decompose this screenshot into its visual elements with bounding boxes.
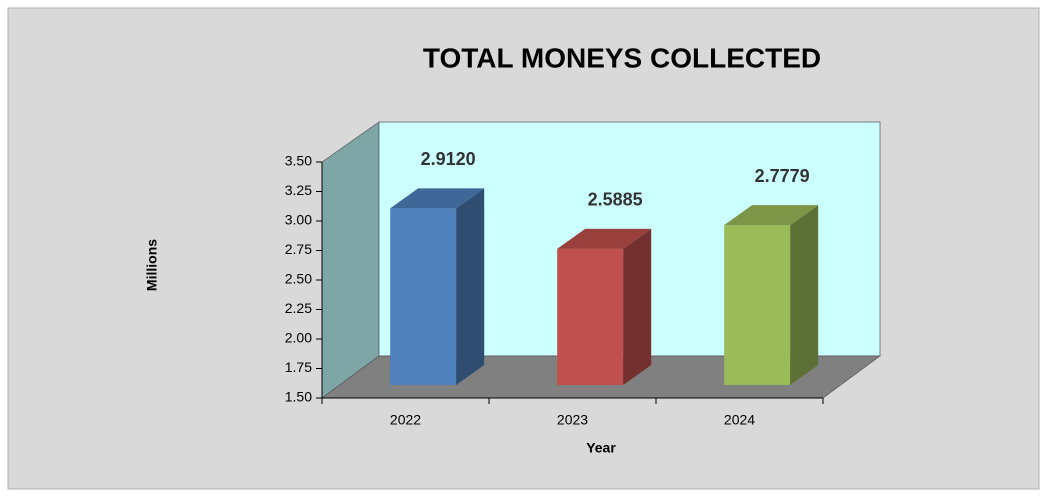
bar-side [790, 205, 819, 385]
bar-side-shade [790, 205, 819, 385]
value-label: 2.5885 [588, 190, 643, 210]
y-tick-label: 1.75 [285, 359, 312, 375]
bar-top-shade [724, 205, 819, 226]
y-tick-label: 3.00 [285, 212, 312, 228]
bar-side-shade [623, 228, 652, 385]
y-axis-label: Millions [144, 239, 160, 291]
value-label: 2.9120 [421, 149, 476, 169]
y-tick-label: 3.25 [285, 182, 312, 198]
value-label: 2.7779 [755, 166, 810, 186]
y-tick-label: 2.25 [285, 300, 312, 316]
bar-top [724, 205, 819, 226]
y-tick-label: 2.00 [285, 330, 312, 346]
chart-title: TOTAL MONEYS COLLECTED [423, 42, 821, 73]
bar-front [390, 208, 457, 385]
y-tick-label: 2.50 [285, 271, 312, 287]
x-axis-label: Year [586, 440, 616, 456]
bar-side [456, 188, 485, 385]
bar-top [557, 228, 652, 249]
x-tick-label: 2022 [390, 412, 421, 428]
y-tick-label: 2.75 [285, 241, 312, 257]
bar-top-shade [557, 228, 652, 249]
side-wall [321, 121, 380, 399]
x-tick-label: 2024 [724, 412, 755, 428]
bar-side [623, 228, 652, 385]
bar-front [724, 225, 791, 385]
y-tick-label: 1.50 [285, 389, 312, 405]
y-tick-label: 3.50 [285, 153, 312, 169]
bar-front [557, 248, 624, 385]
bar-top [390, 188, 485, 209]
bar-side-shade [456, 188, 485, 385]
bar-top-shade [390, 188, 485, 209]
x-tick-label: 2023 [557, 412, 588, 428]
